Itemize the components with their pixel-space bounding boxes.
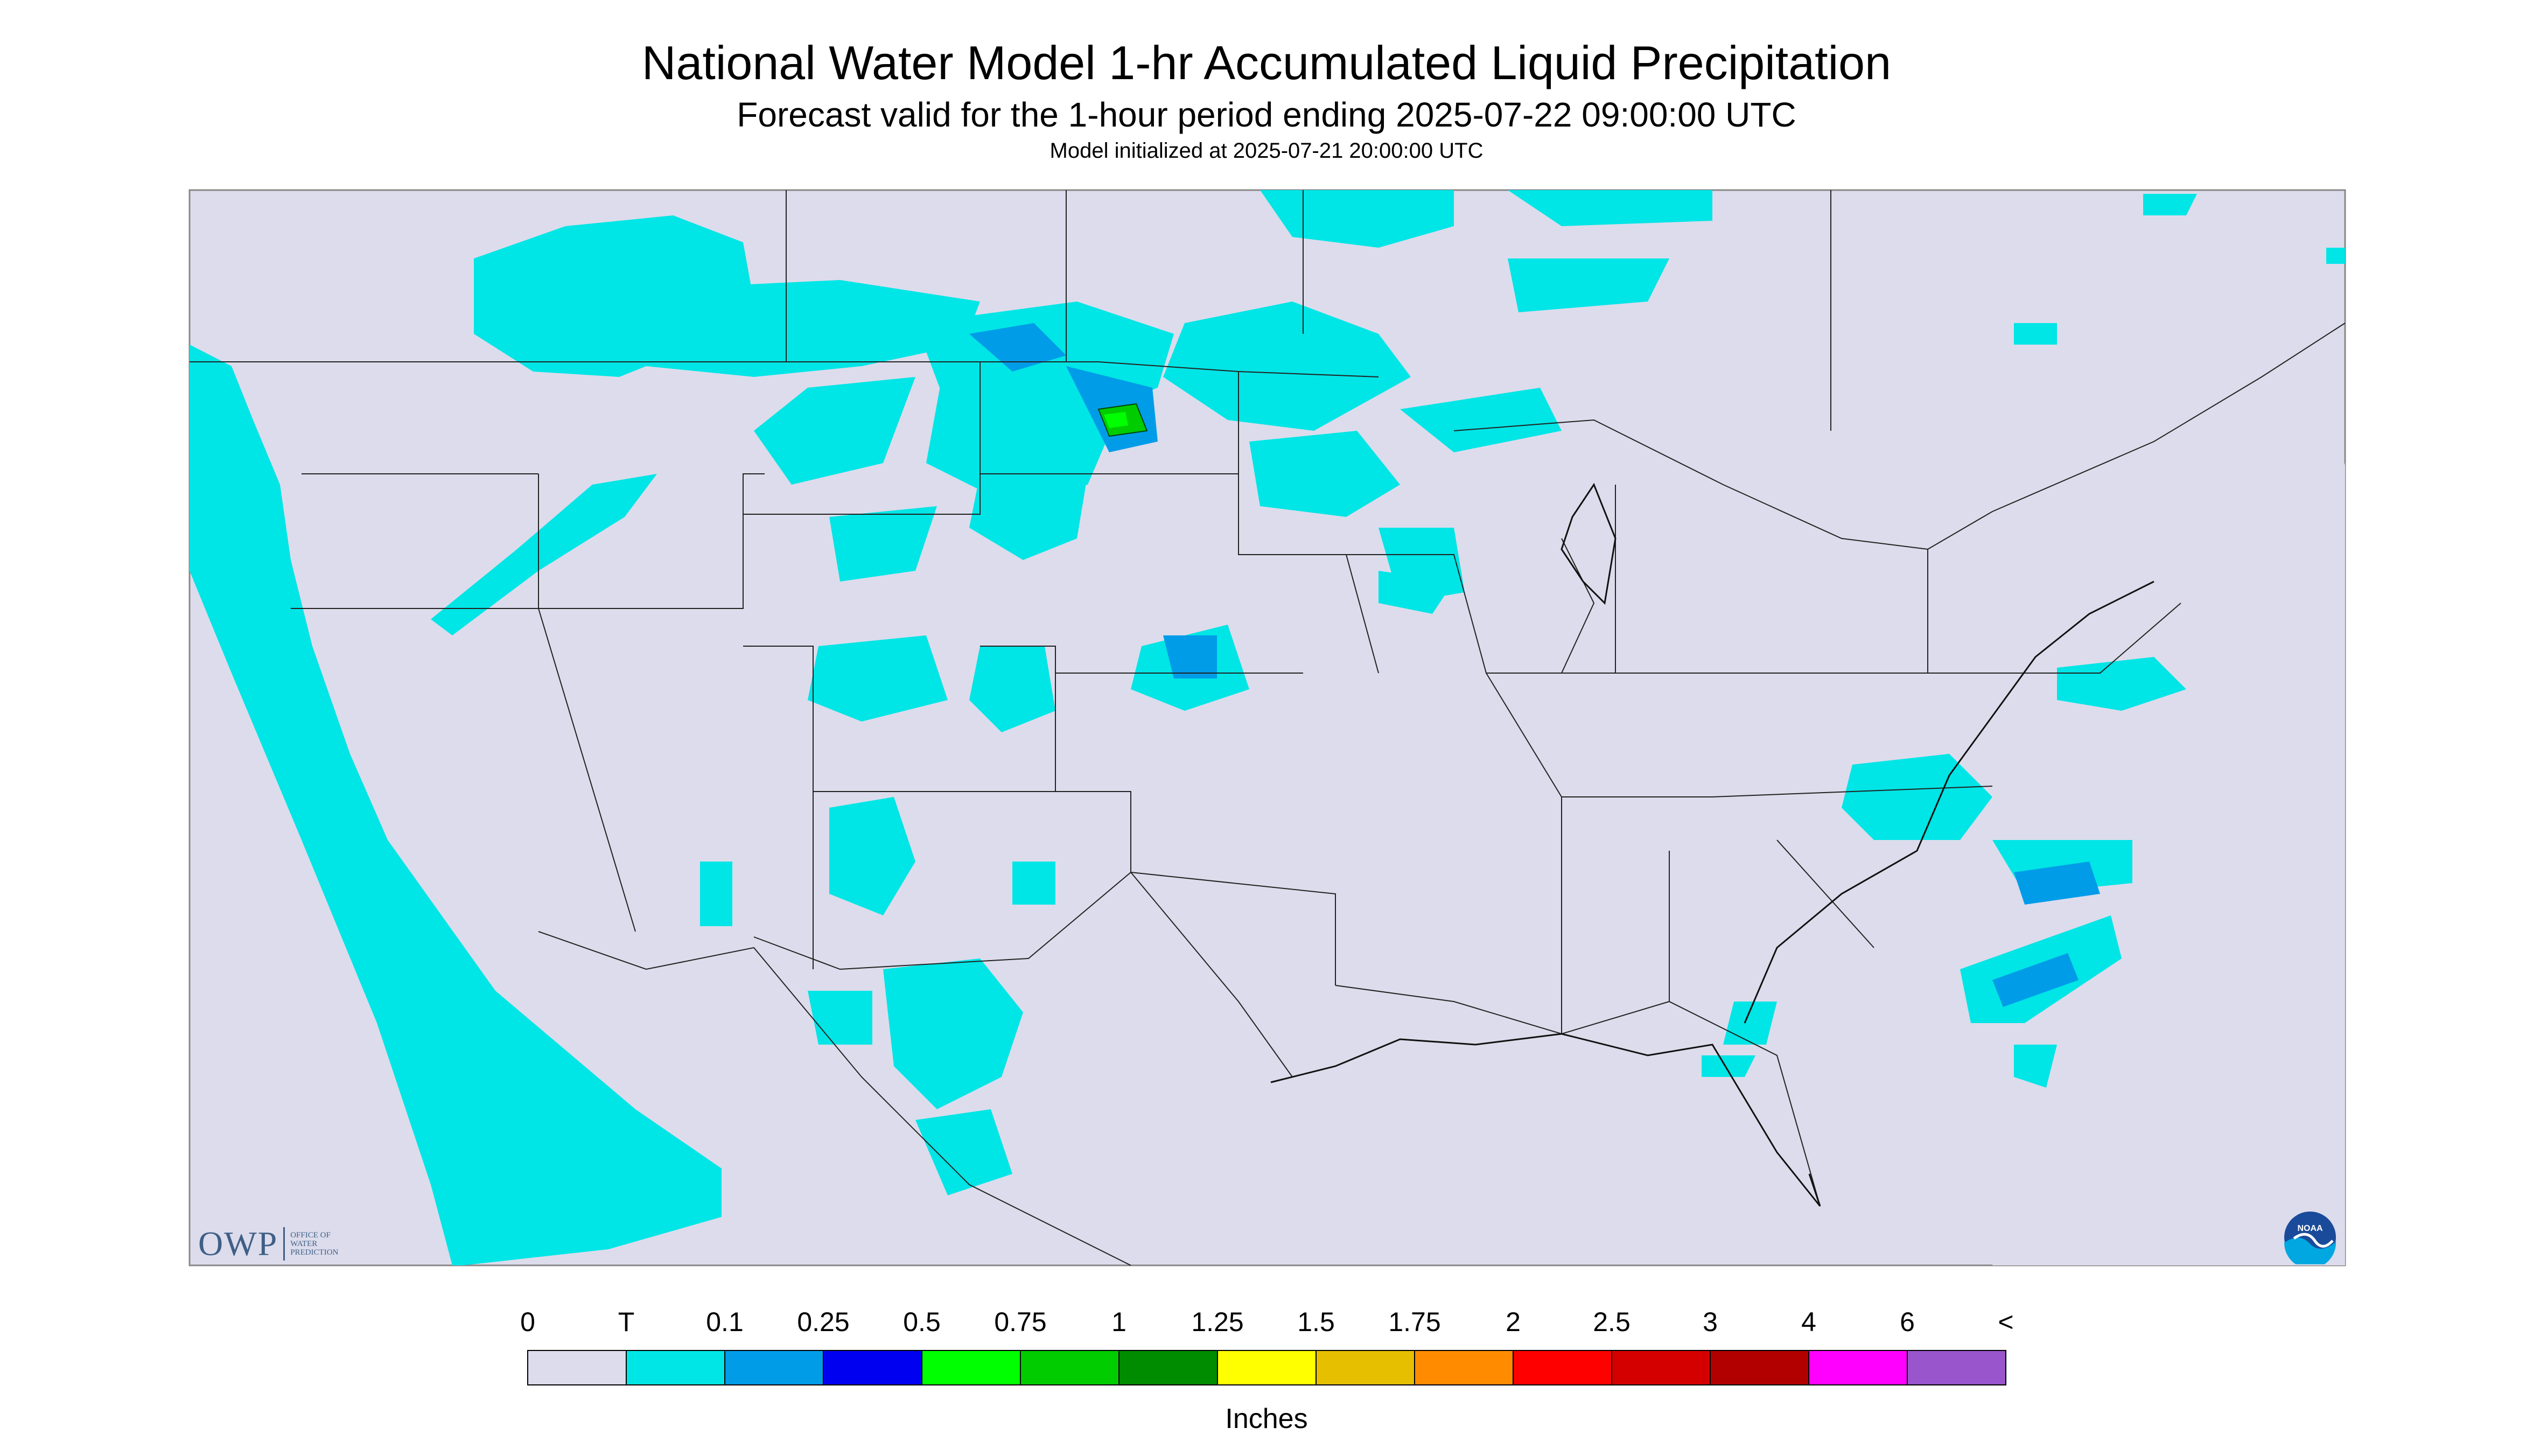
noaa-logo-text: NOAA — [2297, 1224, 2323, 1233]
legend-tick-label: 1.25 — [1191, 1307, 1244, 1337]
legend-swatch — [1513, 1350, 1612, 1385]
map-title: National Water Model 1-hr Accumulated Li… — [641, 36, 1892, 89]
legend-tick-label: 0.5 — [903, 1307, 941, 1337]
legend-swatch — [724, 1350, 824, 1385]
legend-swatch — [1611, 1350, 1711, 1385]
coastline — [1270, 482, 2154, 1207]
legend-swatch — [1710, 1350, 1809, 1385]
owp-logo-letters: OWP — [198, 1224, 278, 1263]
legend-swatch — [1118, 1350, 1218, 1385]
legend-tick-label: 1.75 — [1388, 1307, 1441, 1337]
legend-tick-label: 6 — [1900, 1307, 1915, 1337]
legend-units-label: Inches — [1225, 1403, 1308, 1434]
legend-tick-label: < — [1998, 1307, 2014, 1337]
legend-tick-label: 2.5 — [1593, 1307, 1631, 1337]
legend-swatch — [1414, 1350, 1514, 1385]
legend-swatch — [626, 1350, 725, 1385]
legend-tick-label: 1.5 — [1297, 1307, 1335, 1337]
legend-swatch — [921, 1350, 1021, 1385]
legend-swatch — [1316, 1350, 1415, 1385]
legend-swatch — [1808, 1350, 1908, 1385]
legend-swatch — [1020, 1350, 1119, 1385]
legend-tick-label: 0 — [520, 1307, 535, 1337]
legend-tick-label: T — [618, 1307, 635, 1337]
precip-max-core — [1104, 412, 1128, 428]
legend-swatch — [527, 1350, 627, 1385]
forecast-valid-subtitle: Forecast valid for the 1-hour period end… — [737, 95, 1796, 134]
legend-tick-label: 0.25 — [797, 1307, 850, 1337]
legend-tick-label: 3 — [1703, 1307, 1718, 1337]
model-init-note: Model initialized at 2025-07-21 20:00:00… — [1049, 139, 1484, 163]
legend-swatch — [823, 1350, 922, 1385]
state-boundaries — [190, 190, 2346, 1266]
legend-tick-label: 4 — [1801, 1307, 1816, 1337]
legend-swatch — [1907, 1350, 2006, 1385]
legend-tick-label: 0.1 — [706, 1307, 744, 1337]
legend-tick-label: 0.75 — [994, 1307, 1047, 1337]
legend-swatch — [1217, 1350, 1317, 1385]
owp-logo-subtext: OFFICE OF WATER PREDICTION — [290, 1231, 339, 1257]
owp-logo: OWP OFFICE OF WATER PREDICTION — [198, 1222, 355, 1265]
precip-north-canada — [1260, 190, 1712, 603]
precip-western-ocean — [190, 345, 722, 1265]
legend-tick-label: 1 — [1111, 1307, 1126, 1337]
legend-tick-label: 2 — [1506, 1307, 1521, 1337]
domain-edge-east — [1992, 463, 2345, 1265]
noaa-logo: NOAA — [2284, 1212, 2336, 1264]
owp-logo-divider — [283, 1227, 285, 1261]
